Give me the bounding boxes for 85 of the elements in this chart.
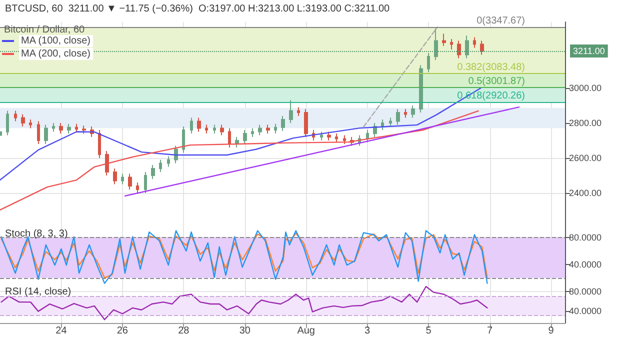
- y-tick-label: 40.0000: [569, 259, 602, 270]
- candlestick: [113, 168, 117, 185]
- candlestick: [29, 118, 32, 129]
- candlestick: [327, 131, 331, 141]
- candlestick: [213, 124, 216, 134]
- y-tick-label: 80.0000: [569, 232, 602, 242]
- chart-title: BTCUSD, 60 3211.00 ▼ −11.75 (−0.36%) O:3197.00 H:3213.00 L:3193.00 C:3211.00: [5, 4, 390, 14]
- candlestick: [98, 129, 101, 158]
- candlestick: [243, 129, 247, 144]
- candlestick: [396, 108, 400, 126]
- candlestick: [190, 117, 193, 134]
- candlestick: [343, 134, 346, 144]
- candlestick: [6, 110, 9, 136]
- candlestick: [258, 124, 262, 136]
- candlestick: [465, 34, 469, 59]
- candlestick: [182, 126, 185, 154]
- candlestick: [44, 124, 48, 144]
- candlestick: [159, 159, 162, 172]
- candlestick: [52, 122, 55, 132]
- candlestick: [304, 108, 308, 138]
- candlestick: [411, 104, 415, 118]
- x-tick-label: 3: [364, 326, 371, 336]
- candlestick: [366, 129, 369, 143]
- candlestick: [434, 28, 438, 60]
- candlestick: [289, 100, 293, 124]
- candlestick: [205, 124, 208, 134]
- y-tick-label: 3000.00: [569, 82, 602, 93]
- x-tick-label: 26: [116, 326, 128, 336]
- candlestick: [75, 123, 78, 134]
- y-tick-label: 2600.00: [569, 152, 602, 163]
- chart-title: RSI (14, close): [5, 286, 72, 298]
- candlestick: [136, 182, 139, 194]
- candlestick: [419, 64, 423, 113]
- candlestick: [82, 125, 86, 134]
- ref-line-label: 3211.00: [573, 46, 605, 56]
- candlestick: [442, 33, 446, 46]
- candlestick: [480, 40, 484, 56]
- candlestick: [457, 40, 461, 59]
- candlestick: [251, 128, 254, 138]
- x-tick-label: 5: [426, 326, 432, 336]
- candlestick: [281, 115, 285, 132]
- candlestick: [128, 173, 132, 190]
- candlestick: [381, 118, 384, 130]
- candlestick: [151, 164, 155, 180]
- ref-line-label: 0.382(3083.48): [457, 62, 525, 73]
- candlestick: [404, 108, 407, 118]
- ref-line-label: 0(3347.67): [476, 16, 525, 27]
- candlestick: [121, 173, 124, 185]
- candlestick: [197, 117, 201, 132]
- candlestick: [389, 117, 392, 127]
- candlestick: [174, 145, 178, 164]
- candlestick: [67, 123, 71, 134]
- y-tick-label: 40.0000: [569, 306, 602, 316]
- candlestick: [450, 38, 453, 50]
- x-tick-label: 30: [239, 326, 251, 336]
- candlestick: [37, 120, 40, 144]
- ref-line-label: 0.5(3001.87): [468, 76, 525, 88]
- candlestick: [266, 124, 270, 134]
- x-tick-label: 7: [486, 326, 493, 336]
- y-tick-label: 80.0000: [569, 286, 602, 296]
- candlestick: [473, 36, 476, 48]
- x-tick-label: 24: [56, 326, 68, 336]
- x-tick-label: 9: [548, 326, 554, 336]
- candlestick: [105, 150, 109, 176]
- legend-label: MA (100, close): [21, 36, 90, 46]
- candlestick: [320, 131, 323, 141]
- candlestick: [167, 156, 170, 168]
- y-tick-label: 2800.00: [569, 118, 602, 128]
- chart-subtitle: Bitcoin / Dollar, 60: [4, 24, 86, 36]
- candlestick: [220, 124, 224, 136]
- candlestick: [21, 114, 25, 127]
- candlestick: [59, 122, 63, 134]
- candlestick: [228, 128, 231, 148]
- candlestick: [335, 132, 338, 143]
- candlestick: [427, 52, 430, 73]
- candlestick: [297, 106, 300, 116]
- candlestick: [144, 171, 147, 194]
- candlestick: [235, 136, 239, 148]
- candlestick: [274, 123, 277, 134]
- candlestick: [14, 110, 17, 122]
- y-tick-label: 2400.00: [569, 188, 602, 198]
- x-tick-label: 28: [178, 326, 190, 336]
- chart-title: Stoch (8, 3, 3): [5, 228, 68, 240]
- x-tick-label: Aug: [297, 326, 315, 336]
- legend-label: MA (200, close): [21, 48, 90, 60]
